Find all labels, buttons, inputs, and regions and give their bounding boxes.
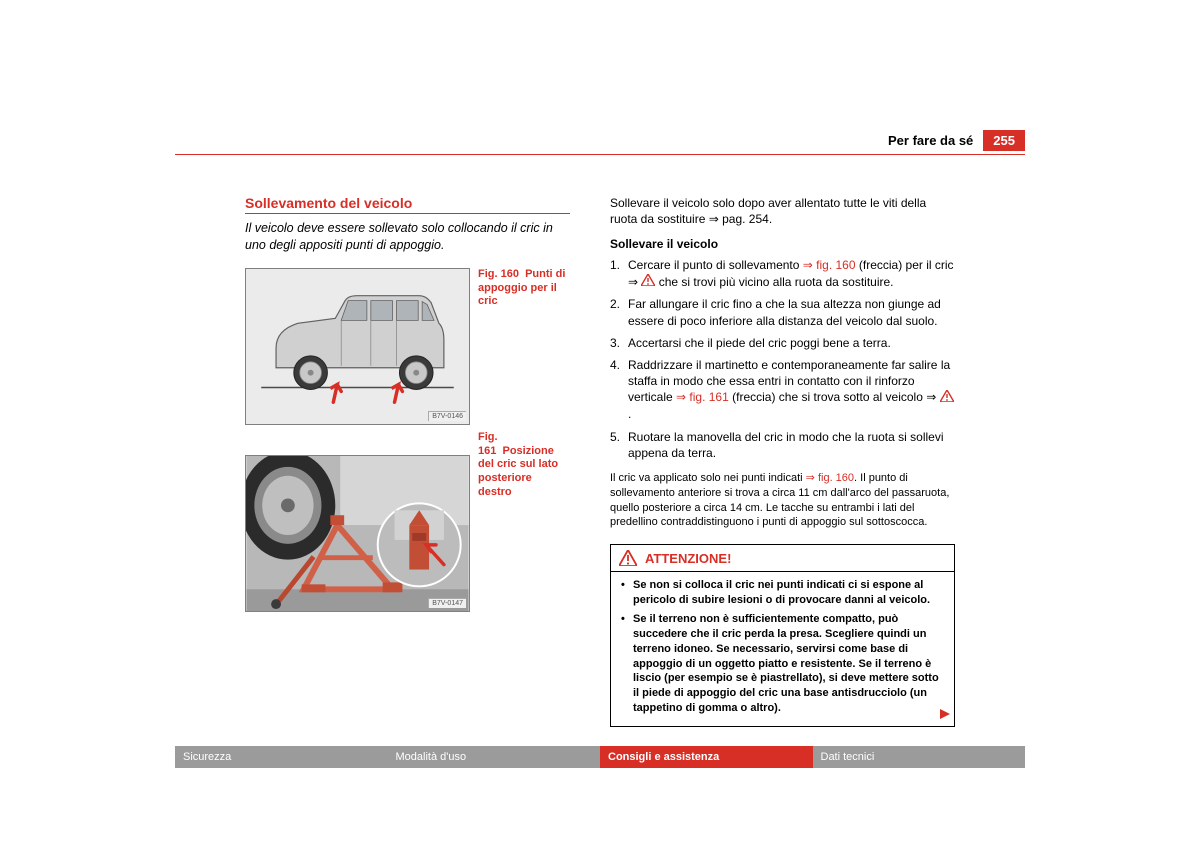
step-2: 2. Far allungare il cric fino a che la s… [610,296,955,328]
step-4: 4. Raddrizzare il martinetto e contempor… [610,357,955,422]
tab-dati[interactable]: Dati tecnici [813,746,1026,768]
intro-paragraph: Sollevare il veicolo solo dopo aver alle… [610,195,955,227]
step-1: 1. Cercare il punto di sollevamento ⇒ fi… [610,257,955,290]
tab-consigli[interactable]: Consigli e assistenza [600,746,813,768]
figure-161-caption: Fig. 161 Posizione del cric sul lato pos… [478,431,568,500]
attention-item: Se non si colloca il cric nei punti indi… [621,578,944,608]
step-5: 5. Ruotare la manovella del cric in modo… [610,429,955,461]
steps-list: 1. Cercare il punto di sollevamento ⇒ fi… [610,257,955,461]
fig-ref[interactable]: ⇒ fig. 161 [676,390,729,404]
figure-160-caption: Fig. 160 Punti di appoggio per il cric [478,268,568,309]
steps-heading: Sollevare il veicolo [610,237,955,251]
tab-sicurezza[interactable]: Sicurezza [175,746,388,768]
attention-heading: ATTENZIONE! [611,545,954,572]
page-number: 255 [983,130,1025,151]
header-section-title: Per fare da sé [888,133,973,148]
figure-161: B7V-0147 [245,455,470,612]
header-rule [175,154,1025,155]
attention-box: ATTENZIONE! Se non si colloca il cric ne… [610,544,955,727]
continue-arrow-icon [940,708,950,722]
figure-code: B7V-0147 [428,598,466,608]
warning-icon [641,274,655,290]
note-paragraph: Il cric va applicato solo nei punti indi… [610,471,955,530]
fig-ref[interactable]: ⇒ fig. 160 [803,258,856,272]
attention-item: Se il terreno non è sufficientemente com… [621,612,944,716]
warning-icon [619,550,637,566]
subtitle: Il veicolo deve essere sollevato solo co… [245,220,570,254]
warning-icon [940,390,954,406]
figure-160: B7V-0146 [245,268,470,425]
fig-ref[interactable]: ⇒ fig. 160 [806,472,854,484]
nav-tabs: Sicurezza Modalità d'uso Consigli e assi… [175,746,1025,768]
tab-modalita[interactable]: Modalità d'uso [388,746,601,768]
figure-code: B7V-0146 [428,411,466,421]
step-3: 3. Accertarsi che il piede del cric pogg… [610,335,955,351]
section-title: Sollevamento del veicolo [245,195,570,214]
